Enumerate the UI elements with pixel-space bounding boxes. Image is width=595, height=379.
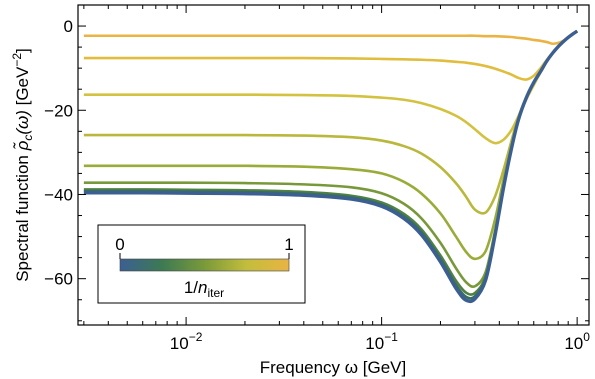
colorbar-gradient bbox=[119, 258, 290, 272]
y-axis-label: Spectral function ρ̃c(ω) [GeV−2] bbox=[10, 48, 35, 282]
plot-frame bbox=[77, 4, 590, 326]
y-tick-label: 0 bbox=[64, 17, 73, 36]
colorbar-min-label: 0 bbox=[115, 235, 124, 254]
series-line-2 bbox=[83, 30, 578, 145]
series-line-8 bbox=[83, 29, 579, 304]
colorbar-legend: 0 1 1/niter bbox=[97, 224, 306, 304]
series-layer bbox=[83, 29, 579, 304]
y-tick-label: −20 bbox=[44, 101, 73, 120]
colorbar-title: 1/niter bbox=[184, 278, 224, 300]
y-tick-label: −60 bbox=[44, 270, 73, 289]
y-tick-label: −40 bbox=[44, 185, 73, 204]
x-tick-label: 100 bbox=[564, 330, 590, 353]
x-axis-label: Frequency ω [GeV] bbox=[260, 358, 407, 377]
series-line-0 bbox=[83, 30, 578, 46]
colorbar-max-label: 1 bbox=[284, 235, 293, 254]
y-axis-ticks: 0 −20 −40 −60 bbox=[44, 17, 589, 322]
x-tick-label: 10−2 bbox=[170, 330, 203, 353]
series-line-1 bbox=[83, 29, 578, 81]
x-axis-ticks: 10−2 10−1 100 bbox=[83, 5, 590, 353]
x-tick-label: 10−1 bbox=[365, 330, 398, 353]
